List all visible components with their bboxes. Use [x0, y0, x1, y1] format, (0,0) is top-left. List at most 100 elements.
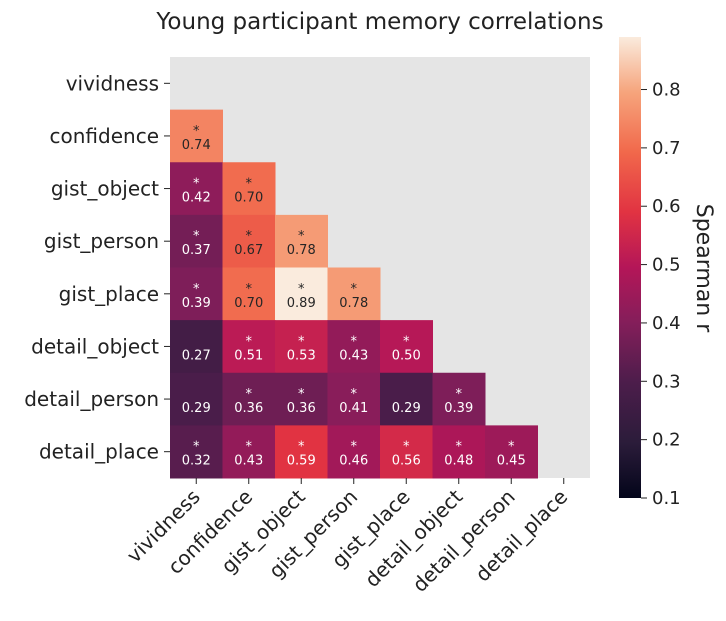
colorbar-tick-label: 0.2	[652, 430, 681, 451]
colorbar-tick-label: 0.5	[652, 255, 681, 276]
significance-marker: *	[298, 387, 305, 402]
significance-marker: *	[508, 440, 515, 455]
significance-marker: *	[193, 229, 200, 244]
cell-value-label: 0.56	[392, 454, 421, 469]
heatmap-cell	[327, 267, 381, 321]
cell-value-label: 0.32	[182, 454, 211, 469]
heatmap-cell	[380, 372, 433, 426]
cell-value-label: 0.43	[339, 348, 368, 363]
heatmap-cell	[275, 267, 328, 321]
significance-marker: *	[298, 282, 305, 297]
heatmap-cell	[380, 425, 433, 479]
heatmap-cell	[222, 267, 276, 321]
cell-value-label: 0.70	[234, 296, 263, 311]
heatmap-cell	[222, 162, 276, 216]
heatmap-cell	[222, 372, 276, 426]
cell-value-label: 0.42	[182, 191, 211, 206]
heatmap-cell	[327, 320, 381, 374]
row-tick-label: detail_place	[39, 440, 159, 464]
significance-marker: *	[298, 334, 305, 349]
colorbar-tick-label: 0.7	[652, 138, 681, 159]
cell-value-label: 0.51	[234, 348, 263, 363]
heatmap-cell	[432, 425, 486, 479]
significance-marker: *	[246, 177, 253, 192]
significance-marker: *	[193, 124, 200, 139]
significance-marker: *	[456, 387, 463, 402]
cell-value-label: 0.43	[234, 454, 263, 469]
heatmap-cell	[275, 372, 328, 426]
cell-value-label: 0.27	[182, 348, 211, 363]
column-labels: vividnessconfidencegist_objectgist_perso…	[122, 478, 572, 597]
significance-marker: *	[351, 282, 358, 297]
significance-marker: *	[298, 440, 305, 455]
significance-marker: *	[351, 387, 358, 402]
heatmap-cell	[275, 214, 328, 268]
heatmap-cell	[327, 425, 381, 479]
colorbar-tick-label: 0.8	[652, 80, 681, 101]
heatmap-cell	[380, 320, 433, 374]
cell-value-label: 0.67	[234, 243, 263, 258]
significance-marker: *	[193, 177, 200, 192]
heatmap-cells: *0.74*0.42*0.70*0.37*0.67*0.78*0.39*0.70…	[170, 109, 538, 479]
cell-value-label: 0.70	[234, 191, 263, 206]
heatmap-cell	[170, 162, 223, 216]
heatmap-cell	[275, 320, 328, 374]
cell-value-label: 0.41	[339, 401, 368, 416]
cell-value-label: 0.29	[182, 401, 211, 416]
significance-marker: *	[246, 229, 253, 244]
heatmap-cell	[485, 425, 538, 479]
colorbar-ticks: 0.1 0.2 0.3 0.4 0.5 0.6 0.7 0.8	[641, 80, 681, 509]
heatmap-cell	[170, 214, 223, 268]
heatmap-cell	[222, 320, 276, 374]
row-tick-label: gist_person	[44, 229, 159, 253]
cell-value-label: 0.29	[392, 401, 421, 416]
colorbar-label: Spearman r	[691, 204, 716, 333]
heatmap-cell	[327, 372, 381, 426]
significance-marker: *	[246, 282, 253, 297]
significance-marker: *	[193, 440, 200, 455]
cell-value-label: 0.39	[444, 401, 473, 416]
heatmap-cell	[222, 425, 276, 479]
significance-marker: *	[403, 334, 410, 349]
chart-title: Young participant memory correlations	[155, 9, 603, 35]
colorbar-tick-label: 0.6	[652, 196, 681, 217]
row-labels: vividness confidence gist_object gist_perso…	[24, 71, 170, 464]
significance-marker: *	[246, 440, 253, 455]
heatmap-cell	[170, 320, 223, 374]
cell-value-label: 0.50	[392, 348, 421, 363]
heatmap-cell	[170, 109, 223, 163]
heatmap-cell	[275, 425, 328, 479]
heatmap-cell	[170, 372, 223, 426]
cell-value-label: 0.74	[182, 138, 211, 153]
row-tick-label: confidence	[50, 124, 159, 148]
significance-marker: *	[351, 440, 358, 455]
cell-value-label: 0.46	[339, 454, 368, 469]
colorbar	[619, 37, 641, 498]
cell-value-label: 0.78	[287, 243, 316, 258]
significance-marker: *	[351, 334, 358, 349]
colorbar-tick-label: 0.3	[652, 371, 681, 392]
row-tick-label: detail_object	[31, 334, 159, 358]
significance-marker: *	[403, 440, 410, 455]
row-tick-label: gist_object	[51, 177, 159, 201]
heatmap-cell	[432, 372, 486, 426]
significance-marker: *	[456, 440, 463, 455]
colorbar-tick-label: 0.1	[652, 488, 681, 509]
colorbar-tick-label: 0.4	[652, 313, 681, 334]
significance-marker: *	[246, 387, 253, 402]
cell-value-label: 0.48	[444, 454, 473, 469]
cell-value-label: 0.89	[287, 296, 316, 311]
row-tick-label: vividness	[66, 71, 159, 95]
cell-value-label: 0.45	[497, 454, 526, 469]
cell-value-label: 0.36	[287, 401, 316, 416]
significance-marker: *	[298, 229, 305, 244]
heatmap-cell	[222, 214, 276, 268]
row-tick-label: detail_person	[24, 387, 159, 411]
heatmap-cell	[170, 267, 223, 321]
heatmap-cell	[170, 425, 223, 479]
significance-marker: *	[246, 334, 253, 349]
significance-marker: *	[193, 282, 200, 297]
cell-value-label: 0.36	[234, 401, 263, 416]
cell-value-label: 0.78	[339, 296, 368, 311]
